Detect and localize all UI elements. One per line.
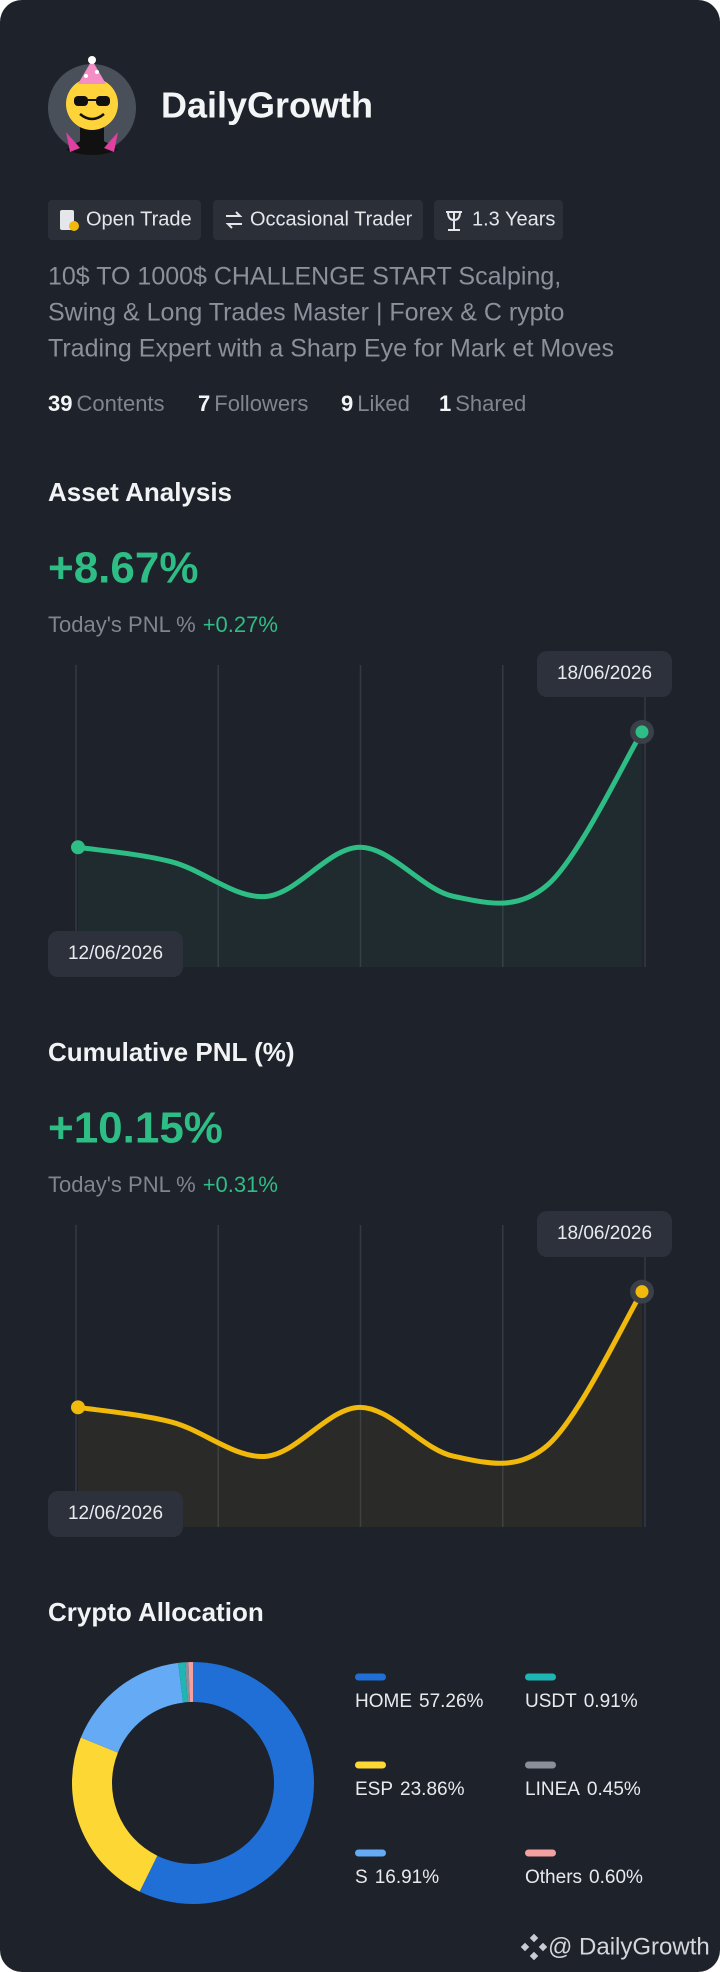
legend-entry: LINEA 0.45% <box>525 1779 641 1800</box>
legend-swatch <box>355 1761 386 1769</box>
today-label: Today's PNL % +0.27% <box>48 612 278 637</box>
legend-name: ESP <box>355 1779 393 1800</box>
today-value: +0.31% <box>203 1172 278 1197</box>
end-point <box>635 1285 649 1299</box>
legend-swatch <box>355 1849 386 1857</box>
footer-handle: @ DailyGrowth <box>548 1933 710 1960</box>
today-label-text: Today's PNL % <box>48 1172 196 1197</box>
stat-count: 7 <box>198 391 210 416</box>
donut-slice <box>185 1662 190 1703</box>
legend-name: Others <box>525 1867 582 1888</box>
legend-value: 57.26% <box>419 1691 484 1712</box>
today-value: +0.27% <box>203 612 278 637</box>
avatar <box>48 56 136 155</box>
tooltip-date: 12/06/2026 <box>68 1503 163 1524</box>
today-label-text: Today's PNL % <box>48 612 196 637</box>
section-title: Cumulative PNL (%) <box>48 1037 295 1067</box>
headline-value: +10.15% <box>48 1104 223 1153</box>
bio-line: Trading Expert with a Sharp Eye for Mark… <box>48 335 614 363</box>
legend-entry: HOME 57.26% <box>355 1691 484 1712</box>
legend-value: 23.86% <box>400 1779 465 1800</box>
tooltip-date: 18/06/2026 <box>557 663 652 684</box>
donut-slice <box>72 1737 158 1892</box>
legend-swatch <box>525 1849 556 1857</box>
legend-value: 0.60% <box>589 1867 643 1888</box>
tag: Occasional Trader <box>213 200 423 240</box>
legend-name: LINEA <box>525 1779 580 1800</box>
legend-swatch <box>525 1673 556 1681</box>
stat: 39 Contents <box>48 391 165 416</box>
tag: 1.3 Years <box>434 200 563 240</box>
donut-slice <box>178 1662 188 1703</box>
donut-slice <box>188 1661 193 1703</box>
tag-label: 1.3 Years <box>472 208 555 230</box>
stat-label: Liked <box>357 391 410 416</box>
stat-label: Shared <box>455 391 526 416</box>
stat-count: 9 <box>341 391 353 416</box>
tag-label: Open Trade <box>86 208 192 230</box>
section-title: Asset Analysis <box>48 477 232 507</box>
tag-label: Occasional Trader <box>250 208 413 230</box>
legend-value: 0.45% <box>587 1779 641 1800</box>
today-label: Today's PNL % +0.31% <box>48 1172 278 1197</box>
legend-entry: USDT 0.91% <box>525 1691 638 1712</box>
donut-slice <box>139 1661 315 1904</box>
bio-line: Swing & Long Trades Master | Forex & C r… <box>48 299 564 327</box>
donut-chart: HOME 57.26% ESP 23.86% S 16.91% USDT 0.91% LINEA… <box>72 1661 643 1904</box>
legend-name: USDT <box>525 1691 577 1712</box>
section-title: Crypto Allocation <box>48 1597 264 1627</box>
tooltip <box>537 651 672 697</box>
stat: 9 Liked <box>341 391 410 416</box>
profile-name: DailyGrowth <box>161 85 373 126</box>
legend-name: HOME <box>355 1691 412 1712</box>
tooltip <box>48 931 183 977</box>
bio-line: 10$ TO 1000$ CHALLENGE START Scalping, <box>48 263 561 291</box>
legend-entry: ESP 23.86% <box>355 1779 465 1800</box>
start-point <box>71 1400 85 1415</box>
legend-entry: Others 0.60% <box>525 1867 643 1888</box>
donut-slice <box>80 1662 184 1753</box>
stat-label: Contents <box>76 391 164 416</box>
tooltip <box>537 1211 672 1257</box>
tooltip-date: 12/06/2026 <box>68 943 163 964</box>
legend-value: 16.91% <box>375 1867 440 1888</box>
headline-value: +8.67% <box>48 544 198 593</box>
stat-label: Followers <box>214 391 308 416</box>
line <box>75 1289 645 1466</box>
legend-swatch <box>355 1673 386 1681</box>
tooltip-date: 18/06/2026 <box>557 1223 652 1244</box>
stat: 7 Followers <box>198 391 308 416</box>
legend-name: S <box>355 1867 368 1888</box>
stat-count: 1 <box>439 391 451 416</box>
stat: 1 Shared <box>439 391 526 416</box>
end-point <box>635 725 649 739</box>
legend-value: 0.91% <box>584 1691 638 1712</box>
line-chart: 18/06/2026 12/06/2026 <box>48 1211 672 1537</box>
line <box>75 729 645 906</box>
tooltip <box>48 1491 183 1537</box>
stats: 39 Contents 7 Followers 9 Liked 1 Shared <box>48 391 526 416</box>
tag: Open Trade <box>48 200 201 240</box>
stat-count: 39 <box>48 391 72 416</box>
footer-logo <box>520 1933 548 1961</box>
line-chart: 18/06/2026 12/06/2026 <box>48 651 672 977</box>
legend-entry: S 16.91% <box>355 1867 439 1888</box>
legend-swatch <box>525 1761 556 1769</box>
start-point <box>71 840 85 855</box>
